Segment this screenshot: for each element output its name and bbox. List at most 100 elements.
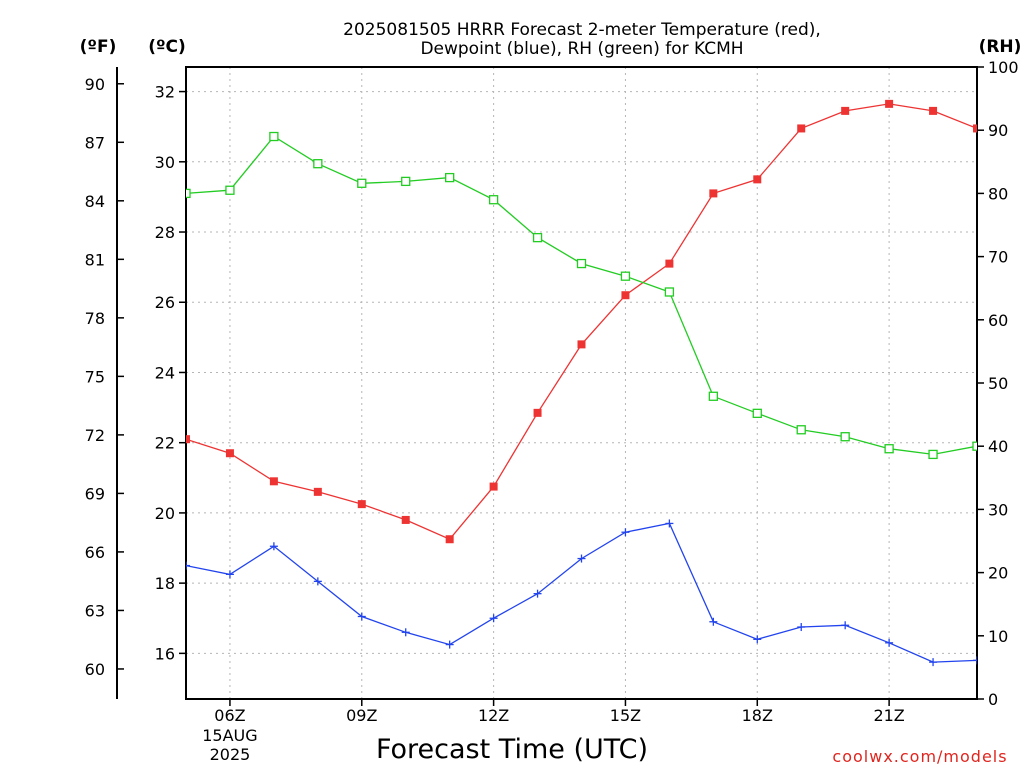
- celsius-tick-label: 28: [155, 223, 175, 242]
- rh-marker: [884, 444, 894, 454]
- rh-marker: [752, 408, 762, 418]
- rh-tick-label: 0: [988, 690, 998, 709]
- tick-labels: 16 18 20 22 24 26 28 30 32 60 63 66 69 72 75 78 81 84 87 90…: [85, 58, 1019, 764]
- fahrenheit-tick-label: 72: [85, 426, 105, 445]
- fahrenheit-tick-label: 84: [85, 192, 105, 211]
- x-tick-sublabel: 2025: [210, 745, 251, 764]
- temperature-line: [186, 103, 977, 540]
- fahrenheit-axis-unit: (ºF): [80, 37, 117, 57]
- celsius-tick-label: 26: [155, 293, 175, 312]
- dewpoint-marker: [885, 638, 894, 647]
- rh-marker: [532, 232, 543, 243]
- dewpoint-marker: [709, 617, 718, 626]
- fahrenheit-tick-label: 81: [85, 250, 105, 269]
- rh-line: [186, 135, 977, 456]
- celsius-tick-label: 22: [155, 434, 175, 453]
- celsius-tick-label: 16: [155, 644, 175, 663]
- fahrenheit-tick-label: 63: [85, 601, 105, 620]
- dewpoint-marker: [186, 561, 190, 570]
- dewpoint-marker: [357, 612, 366, 621]
- temperature-marker: [401, 515, 410, 524]
- dewpoint-line: [186, 522, 977, 663]
- rh-marker: [840, 432, 850, 442]
- rh-marker: [664, 287, 675, 297]
- fahrenheit-tick-label: 75: [85, 367, 105, 386]
- dewpoint-marker: [489, 614, 498, 623]
- chart-labels: 2025081505 HRRR Forecast 2-meter Tempera…: [80, 20, 1022, 766]
- rh-tick-label: 50: [988, 374, 1008, 393]
- chart-title-line-2: Dewpoint (blue), RH (green) for KCMH: [420, 39, 743, 59]
- celsius-tick-label: 18: [155, 574, 175, 593]
- temperature-marker: [885, 99, 894, 108]
- temperature-marker: [445, 535, 454, 544]
- rh-tick-label: 40: [988, 437, 1008, 456]
- rh-axis-unit: (RH): [979, 37, 1022, 57]
- chart-title-line-1: 2025081505 HRRR Forecast 2-meter Tempera…: [343, 20, 821, 40]
- temperature-marker: [973, 124, 977, 133]
- celsius-tick-label: 24: [155, 363, 175, 382]
- rh-tick-label: 70: [988, 248, 1008, 267]
- rh-marker: [620, 271, 631, 281]
- dewpoint-marker: [753, 635, 762, 644]
- celsius-tick-label: 20: [155, 504, 175, 523]
- temperature-marker: [225, 449, 234, 458]
- x-tick-label: 21Z: [873, 706, 904, 725]
- temperature-marker: [489, 482, 498, 491]
- x-tick-label: 09Z: [346, 706, 377, 725]
- rh-tick-label: 30: [988, 500, 1008, 519]
- temperature-marker: [797, 124, 806, 133]
- x-tick-label: 06Z: [214, 706, 245, 725]
- rh-marker: [576, 258, 587, 269]
- rh-marker: [401, 176, 411, 187]
- fahrenheit-tick-label: 69: [85, 484, 105, 503]
- rh-marker: [708, 391, 718, 401]
- rh-marker: [225, 185, 235, 195]
- dewpoint-marker: [313, 577, 322, 586]
- rh-marker: [928, 449, 938, 460]
- dewpoint-marker: [269, 542, 278, 551]
- dewpoint-marker: [929, 658, 938, 667]
- dewpoint-marker: [533, 589, 542, 598]
- dewpoint-marker: [577, 554, 586, 563]
- dewpoint-marker: [621, 528, 630, 537]
- rh-tick-label: 100: [988, 58, 1019, 77]
- rh-tick-label: 80: [988, 184, 1008, 203]
- series-group: [186, 99, 977, 667]
- rh-marker: [269, 131, 279, 142]
- temperature-marker: [709, 189, 718, 198]
- temperature-marker: [269, 477, 278, 486]
- x-axis-title: Forecast Time (UTC): [376, 734, 648, 765]
- rh-marker: [357, 178, 367, 188]
- dewpoint-marker: [225, 570, 234, 579]
- fahrenheit-tick-label: 78: [85, 309, 105, 328]
- dewpoint-marker: [973, 656, 977, 665]
- x-tick-label: 15Z: [610, 706, 641, 725]
- x-tick-sublabel: 15AUG: [202, 726, 257, 745]
- x-tick-label: 18Z: [742, 706, 773, 725]
- celsius-tick-label: 32: [155, 83, 175, 102]
- temperature-marker: [313, 487, 322, 496]
- rh-marker: [445, 172, 455, 183]
- dewpoint-marker: [401, 628, 410, 637]
- dewpoint-marker: [445, 640, 454, 649]
- axes: [116, 66, 984, 706]
- dewpoint-marker: [665, 519, 674, 528]
- dewpoint-marker: [841, 621, 850, 630]
- temperature-marker: [753, 175, 762, 184]
- fahrenheit-tick-label: 87: [85, 133, 105, 152]
- credit-text: coolwx.com/models: [832, 747, 1007, 766]
- temperature-marker: [533, 408, 542, 417]
- x-tick-label: 12Z: [478, 706, 509, 725]
- fahrenheit-tick-label: 60: [85, 660, 105, 679]
- temperature-marker: [357, 500, 366, 509]
- rh-tick-label: 90: [988, 121, 1008, 140]
- rh-tick-label: 20: [988, 564, 1008, 583]
- rh-tick-label: 60: [988, 311, 1008, 330]
- temperature-marker: [621, 291, 630, 300]
- grid-lines: [186, 67, 977, 699]
- fahrenheit-tick-label: 66: [85, 543, 105, 562]
- rh-marker: [186, 188, 191, 199]
- rh-marker: [972, 441, 977, 451]
- dewpoint-marker: [797, 623, 806, 632]
